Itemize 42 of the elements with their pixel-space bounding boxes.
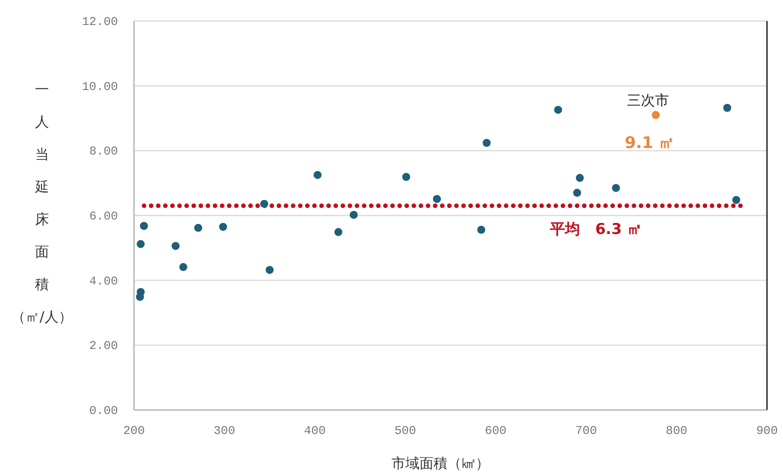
point xyxy=(573,188,582,197)
x-tick-label: 600 xyxy=(484,424,507,438)
point xyxy=(477,226,486,234)
series-label: 三次市 xyxy=(626,93,669,110)
data-label: 9.1 ㎡ xyxy=(624,133,675,152)
y-axis-title: 一人当延床面積（㎡/人） xyxy=(12,82,72,326)
x-tick-label: 900 xyxy=(756,424,778,438)
x-tick-label: 200 xyxy=(123,424,145,438)
point xyxy=(732,196,740,204)
y-tick-label: 6.00 xyxy=(89,210,118,224)
y-tick-label: 4.00 xyxy=(89,274,118,288)
point xyxy=(482,138,491,147)
ref-line-label: 平均 6.3 ㎡ xyxy=(549,220,642,238)
point xyxy=(136,240,145,248)
point xyxy=(179,263,188,272)
y-tick-label: 12.00 xyxy=(82,15,118,29)
point xyxy=(723,104,732,112)
point xyxy=(334,228,342,236)
y-tick-label: 10.00 xyxy=(82,80,118,94)
x-tick-label: 300 xyxy=(214,424,236,438)
x-tick-label: 700 xyxy=(575,424,597,438)
point xyxy=(172,242,180,250)
point xyxy=(612,184,620,192)
point xyxy=(260,200,268,208)
point xyxy=(402,172,410,181)
point xyxy=(314,170,322,179)
point xyxy=(140,222,148,230)
point xyxy=(219,222,228,231)
point xyxy=(652,111,660,120)
x-tick-label: 500 xyxy=(394,424,416,438)
point xyxy=(576,174,584,182)
point xyxy=(194,224,202,232)
x-tick-label: 400 xyxy=(304,424,326,438)
point xyxy=(432,194,441,203)
point xyxy=(266,266,274,274)
point xyxy=(350,210,358,219)
y-tick-label: 0.00 xyxy=(89,404,118,418)
point xyxy=(554,106,562,114)
x-tick-label: 800 xyxy=(666,424,688,438)
x-axis-title: 市域面積（㎢） xyxy=(392,456,490,472)
y-tick-label: 8.00 xyxy=(89,144,118,159)
y-tick-label: 2.00 xyxy=(89,339,118,354)
